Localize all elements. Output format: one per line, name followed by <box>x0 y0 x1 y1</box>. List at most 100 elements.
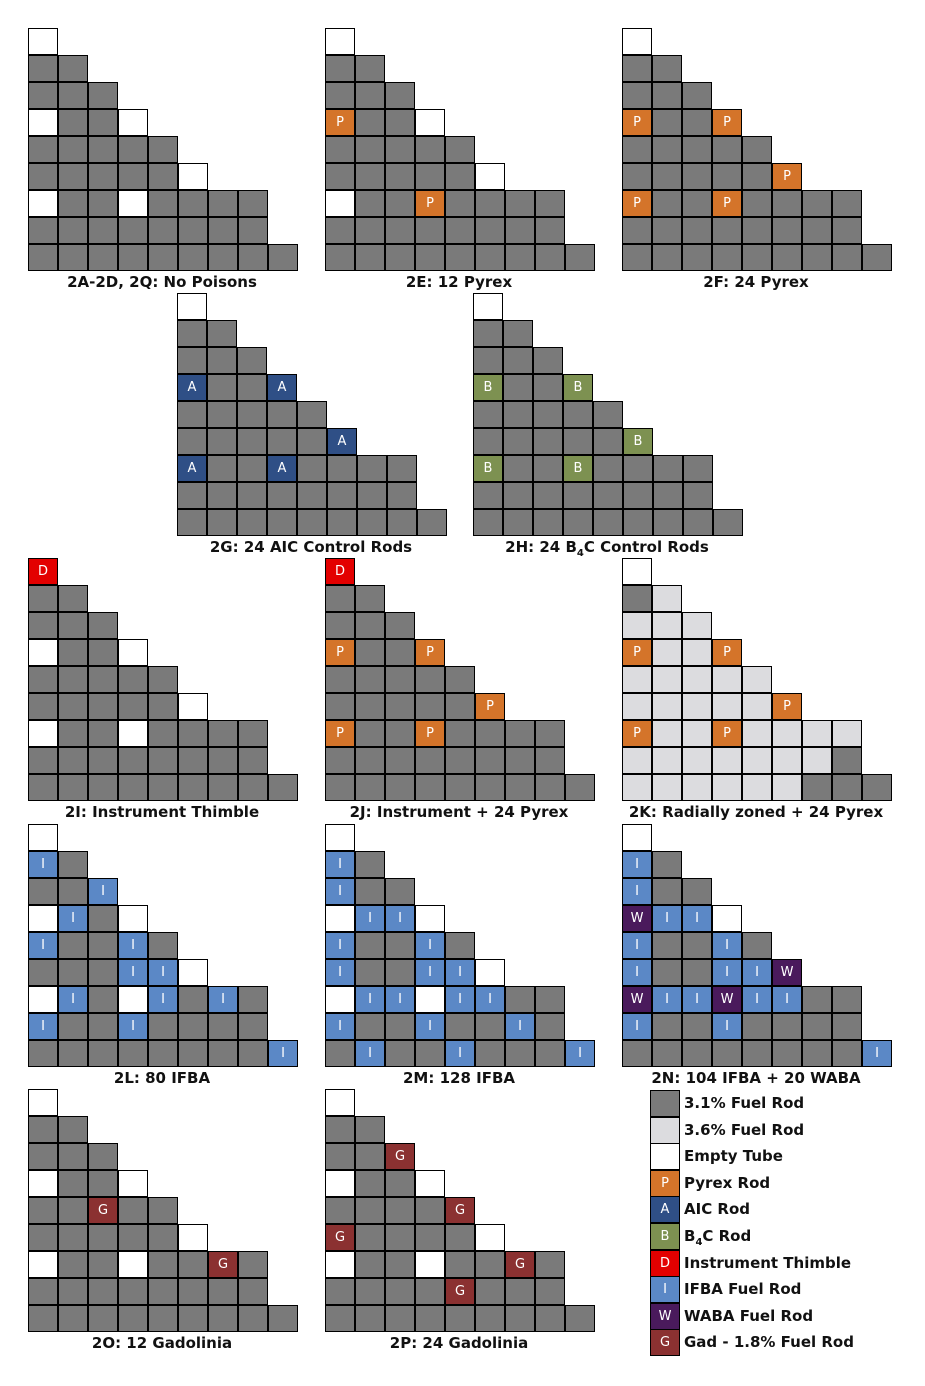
pin-cell <box>742 136 772 163</box>
pin-cell <box>535 244 565 271</box>
pin-cell <box>28 693 58 720</box>
pin-cell <box>417 509 447 536</box>
pin-cell <box>712 1040 742 1067</box>
pin-cell <box>58 217 88 244</box>
legend-label: Pyrex Rod <box>684 1173 771 1192</box>
pin-cell <box>415 774 445 801</box>
pin-cell <box>238 720 268 747</box>
pin-cell <box>178 959 208 986</box>
pin-cell <box>178 1224 208 1251</box>
pin-cell <box>802 986 832 1013</box>
pin-cell: I <box>622 932 652 959</box>
pin-cell <box>415 244 445 271</box>
pin-cell: I <box>355 1040 385 1067</box>
pin-cell <box>355 612 385 639</box>
pin-cell <box>325 1197 355 1224</box>
pin-cell <box>445 190 475 217</box>
pin-cell <box>58 1251 88 1278</box>
pin-cell <box>503 347 533 374</box>
pin-cell <box>325 612 355 639</box>
pin-cell <box>445 1224 475 1251</box>
pin-cell <box>148 217 178 244</box>
pin-cell <box>118 720 148 747</box>
pin-cell <box>148 190 178 217</box>
pin-cell: P <box>622 720 652 747</box>
pin-cell <box>58 244 88 271</box>
pin-cell <box>505 774 535 801</box>
pin-cell <box>325 666 355 693</box>
pin-cell <box>118 747 148 774</box>
pin-cell <box>177 320 207 347</box>
pin-cell: I <box>355 905 385 932</box>
pin-cell <box>535 774 565 801</box>
pin-cell <box>652 217 682 244</box>
pin-cell <box>682 163 712 190</box>
pin-cell <box>742 747 772 774</box>
pin-cell <box>325 585 355 612</box>
pin-cell <box>505 747 535 774</box>
pin-cell <box>682 1040 712 1067</box>
pin-cell <box>473 320 503 347</box>
pin-cell <box>28 747 58 774</box>
panel-caption: 2K: Radially zoned + 24 Pyrex <box>628 803 884 821</box>
pin-cell <box>178 986 208 1013</box>
pin-cell <box>148 1278 178 1305</box>
pin-cell <box>832 217 862 244</box>
legend-swatch: W <box>650 1302 680 1330</box>
pin-cell <box>385 1013 415 1040</box>
pin-cell <box>118 136 148 163</box>
pin-cell <box>237 428 267 455</box>
pin-cell: W <box>772 959 802 986</box>
pin-cell: A <box>177 455 207 482</box>
pin-cell <box>88 1013 118 1040</box>
pin-cell <box>652 585 682 612</box>
pin-cell <box>207 509 237 536</box>
pin-cell <box>652 932 682 959</box>
pin-cell <box>832 190 862 217</box>
pin-cell: G <box>445 1197 475 1224</box>
pin-cell <box>712 905 742 932</box>
pin-cell <box>355 585 385 612</box>
panel-caption: 2I: Instrument Thimble <box>64 803 260 821</box>
pin-cell <box>415 1278 445 1305</box>
pin-cell <box>712 163 742 190</box>
pin-cell <box>88 163 118 190</box>
pin-cell <box>712 747 742 774</box>
pin-cell <box>28 878 58 905</box>
pin-cell <box>118 1040 148 1067</box>
pin-cell <box>88 1251 118 1278</box>
pin-cell <box>58 720 88 747</box>
pin-cell <box>623 509 653 536</box>
pin-cell <box>88 612 118 639</box>
pin-cell <box>327 509 357 536</box>
pin-cell: I <box>355 986 385 1013</box>
pin-cell <box>533 455 563 482</box>
pin-cell <box>445 136 475 163</box>
pin-cell <box>742 1013 772 1040</box>
pin-cell <box>682 190 712 217</box>
pin-cell <box>58 1197 88 1224</box>
pin-cell <box>88 693 118 720</box>
pin-cell: I <box>118 959 148 986</box>
pin-cell <box>355 136 385 163</box>
pin-cell <box>652 878 682 905</box>
pin-cell <box>28 217 58 244</box>
pin-cell <box>475 163 505 190</box>
pin-cell <box>652 774 682 801</box>
pin-cell <box>148 1040 178 1067</box>
pin-cell <box>742 666 772 693</box>
pin-cell <box>28 1116 58 1143</box>
pin-cell <box>355 1013 385 1040</box>
pin-cell <box>385 878 415 905</box>
pin-cell <box>148 1251 178 1278</box>
pin-cell <box>178 1040 208 1067</box>
pin-cell <box>28 28 58 55</box>
pin-cell <box>533 482 563 509</box>
pin-cell <box>535 1251 565 1278</box>
pin-cell <box>473 428 503 455</box>
pin-cell <box>88 190 118 217</box>
pin-cell <box>623 455 653 482</box>
pin-cell <box>415 109 445 136</box>
pin-cell <box>533 428 563 455</box>
pin-cell <box>58 1116 88 1143</box>
